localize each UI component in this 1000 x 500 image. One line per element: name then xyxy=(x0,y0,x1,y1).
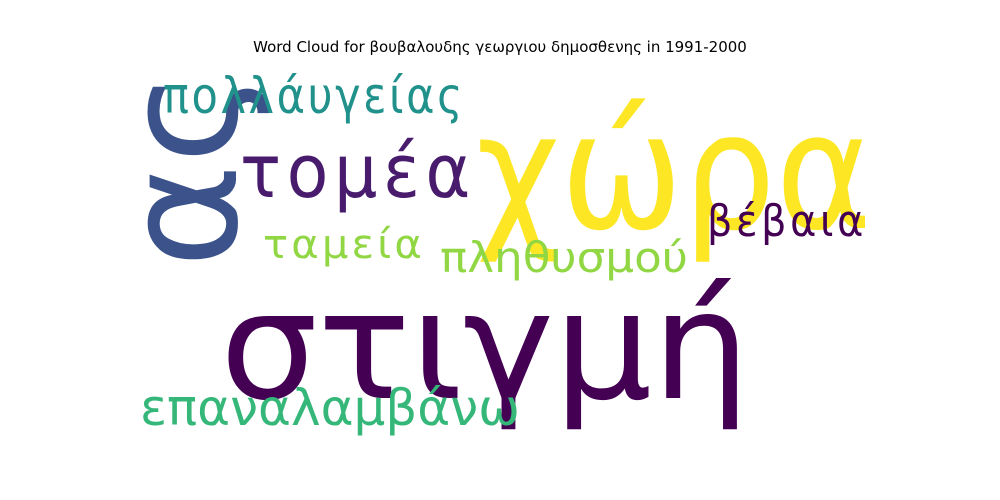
chart-title: Word Cloud for βουβαλουδης γεωργιου δημο… xyxy=(253,38,747,56)
word-cloud-word: βέβαια xyxy=(707,196,867,247)
word-cloud-word: χώρα xyxy=(476,79,872,267)
word-cloud-word: πολλάυγείας xyxy=(163,67,465,125)
word-cloud-word: στιγμή xyxy=(220,260,750,434)
word-cloud-word: πληθυσμού xyxy=(440,233,688,282)
word-cloud-word: επαναλαμβάνω xyxy=(140,379,520,437)
word-cloud-word: ταμεία xyxy=(263,222,425,268)
word-cloud-word: τομέα xyxy=(240,129,476,215)
word-cloud-word: ας xyxy=(90,71,274,268)
